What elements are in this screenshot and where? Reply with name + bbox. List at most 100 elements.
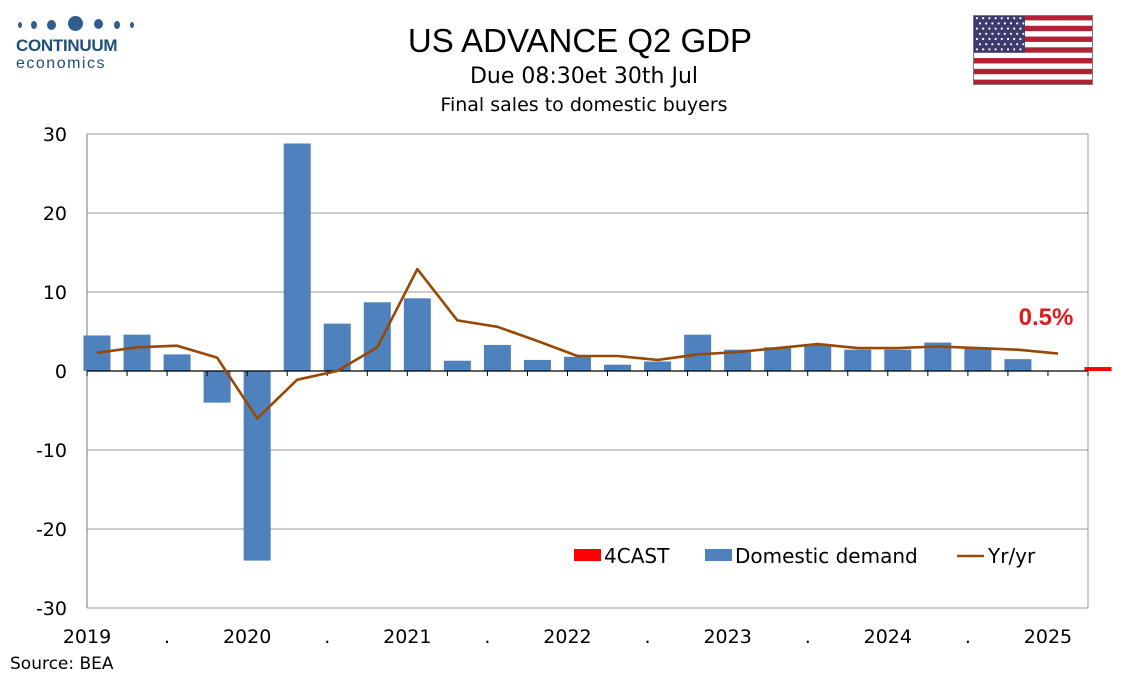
domestic-demand-bar (443, 360, 471, 371)
flag-star (1016, 32, 1019, 35)
flag-star (1000, 37, 1003, 41)
flag-star (1006, 27, 1010, 30)
y-tick-label: 10 (43, 282, 67, 304)
y-tick-label: 0 (55, 361, 67, 383)
flag-star (991, 43, 994, 46)
domestic-demand-bar (764, 347, 792, 371)
flag-star (1003, 32, 1006, 35)
flag-star (978, 22, 982, 25)
legend-label-domestic-demand: Domestic demand (735, 544, 918, 568)
page-subtitle: Due 08:30et 30th Jul (469, 64, 699, 89)
logo-sub: economics (16, 55, 106, 72)
x-tick-label: . (324, 626, 330, 648)
flag-star (994, 17, 997, 20)
flag-star (994, 27, 997, 30)
x-tick-label: . (645, 626, 651, 648)
flag-star (988, 37, 991, 41)
domestic-demand-bar (403, 298, 431, 371)
domestic-demand-bar (523, 359, 551, 371)
domestic-demand-bar (163, 354, 191, 371)
flag-star (1022, 32, 1025, 35)
y-tick-label: -10 (36, 440, 67, 462)
x-tick-label: . (164, 626, 170, 648)
flag-star (1016, 43, 1019, 46)
y-tick-label: 20 (43, 203, 67, 225)
flag-star (991, 32, 994, 35)
domestic-demand-bar (964, 348, 992, 371)
flag-star (1013, 17, 1016, 20)
flag-star (1013, 37, 1016, 41)
flag-star (997, 43, 1000, 46)
domestic-demand-bar (83, 335, 111, 371)
domestic-demand-bar (563, 356, 591, 371)
flag-star (1013, 27, 1016, 30)
flag-stripe (973, 36, 1093, 42)
flag-border (973, 15, 1093, 85)
domestic-demand-bar (243, 371, 271, 561)
domestic-demand-bar (363, 302, 391, 371)
y-tick-label: -20 (36, 519, 67, 541)
flag-star (988, 27, 991, 30)
source-note: Source: BEA (10, 654, 114, 674)
flag-star (1019, 37, 1022, 41)
flag-star (1009, 32, 1013, 35)
flag-star (1000, 48, 1003, 51)
flag-star (994, 37, 997, 41)
flag-star (978, 32, 982, 35)
x-tick-label: 2023 (703, 626, 751, 648)
flag-star (1013, 48, 1016, 51)
domestic-demand-bar (203, 371, 231, 403)
flag-star (975, 27, 979, 30)
flag-star (1006, 48, 1010, 51)
domestic-demand-bar (1004, 359, 1032, 371)
flag-star (975, 48, 979, 51)
flag-star (1022, 22, 1025, 25)
domestic-demand-bar (604, 364, 632, 371)
legend-swatch-domestic-demand (705, 549, 732, 561)
flag-star (997, 22, 1000, 25)
y-tick-label: -30 (36, 598, 67, 620)
domestic-demand-bar (323, 323, 351, 371)
y-tick-label: 30 (43, 124, 67, 146)
domestic-demand-bar (724, 349, 752, 371)
flag-star (991, 22, 994, 25)
flag-star (985, 32, 988, 35)
flag-stripe (973, 58, 1093, 64)
flag-stripe (973, 79, 1093, 85)
domestic-demand-bar (283, 143, 311, 371)
logo-word: CONTINUUM (16, 36, 118, 55)
flag-star (975, 37, 979, 41)
flag-star (1000, 17, 1003, 20)
flag-star (1006, 37, 1010, 41)
forecast-annotation: 0.5% (1019, 304, 1074, 331)
x-tick-label: 2025 (1024, 626, 1072, 648)
flag-stripe (973, 47, 1093, 53)
flag-star (985, 43, 988, 46)
flag-star (1019, 17, 1022, 20)
domestic-demand-bar (123, 334, 151, 371)
flag-star (1000, 27, 1003, 30)
legend: 4CAST Domestic demand Yr/yr (574, 544, 1036, 568)
flag-star (978, 43, 982, 46)
us-flag-icon (973, 15, 1093, 85)
flag-stripe (973, 15, 1093, 21)
flag-star (994, 48, 997, 51)
flag-star (1016, 22, 1019, 25)
flag-star (975, 17, 979, 20)
x-tick-label: 2024 (864, 626, 912, 648)
flag-star (1022, 43, 1025, 46)
flag-star (982, 37, 985, 41)
yr-yr-line (96, 267, 1059, 420)
flag-star (988, 48, 991, 51)
flag-star (988, 17, 991, 20)
chart-title: Final sales to domestic buyers (440, 94, 728, 116)
x-tick-label: 2019 (63, 626, 111, 648)
logo: CONTINUUM economics (12, 14, 137, 76)
flag-star (1009, 22, 1013, 25)
flag-star (982, 48, 985, 51)
x-tick-label: . (484, 626, 490, 648)
domestic-demand-bar (884, 349, 912, 371)
domestic-demand-bar (804, 344, 832, 371)
domestic-demand-bar (644, 361, 672, 371)
